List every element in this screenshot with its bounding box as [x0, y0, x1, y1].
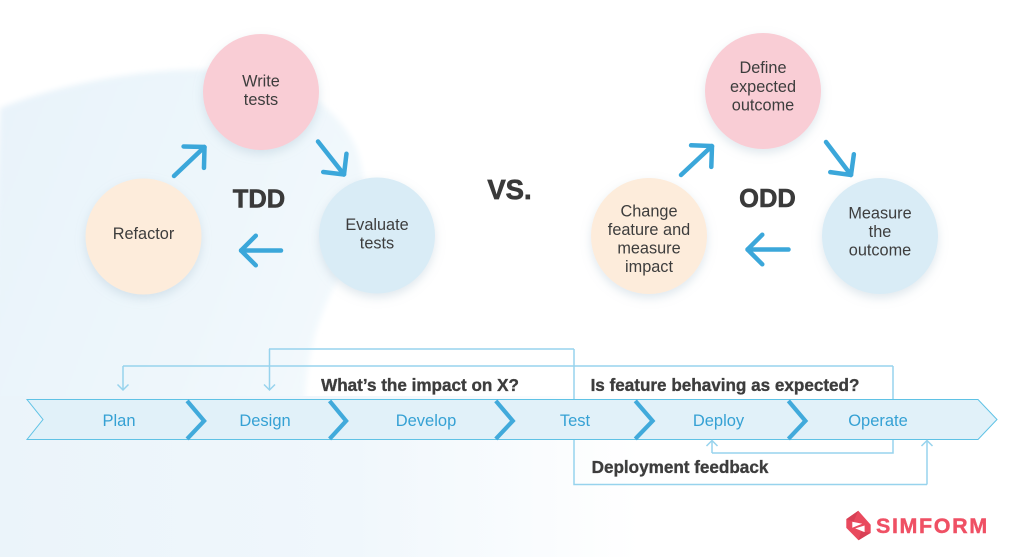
svg-text:Measure: Measure: [848, 205, 911, 223]
svg-text:tests: tests: [244, 91, 278, 109]
svg-text:Test: Test: [560, 412, 591, 430]
svg-text:outcome: outcome: [732, 97, 794, 115]
svg-text:Change: Change: [620, 203, 677, 221]
svg-text:TDD: TDD: [233, 186, 285, 214]
svg-text:Is feature behaving as expecte: Is feature behaving as expected?: [591, 376, 860, 395]
svg-text:SIMFORM: SIMFORM: [876, 514, 989, 538]
svg-text:the: the: [869, 223, 892, 241]
svg-text:feature and: feature and: [608, 221, 690, 239]
svg-text:outcome: outcome: [849, 242, 911, 260]
svg-text:Develop: Develop: [396, 412, 457, 430]
svg-text:impact: impact: [625, 258, 673, 276]
svg-text:ODD: ODD: [739, 185, 796, 213]
svg-text:Refactor: Refactor: [113, 225, 175, 243]
svg-text:Design: Design: [239, 412, 290, 430]
svg-text:Define: Define: [739, 59, 786, 77]
svg-text:Write: Write: [242, 73, 280, 91]
svg-text:Deployment feedback: Deployment feedback: [592, 458, 769, 477]
svg-text:tests: tests: [360, 235, 394, 253]
svg-text:VS.: VS.: [487, 174, 531, 205]
svg-text:expected: expected: [730, 78, 796, 96]
svg-text:What’s the impact on X?: What’s the impact on X?: [321, 376, 519, 395]
svg-text:Plan: Plan: [102, 412, 135, 430]
svg-text:Deploy: Deploy: [693, 412, 745, 430]
svg-text:Evaluate: Evaluate: [345, 216, 408, 234]
svg-text:Operate: Operate: [848, 412, 908, 430]
svg-text:measure: measure: [617, 240, 680, 258]
